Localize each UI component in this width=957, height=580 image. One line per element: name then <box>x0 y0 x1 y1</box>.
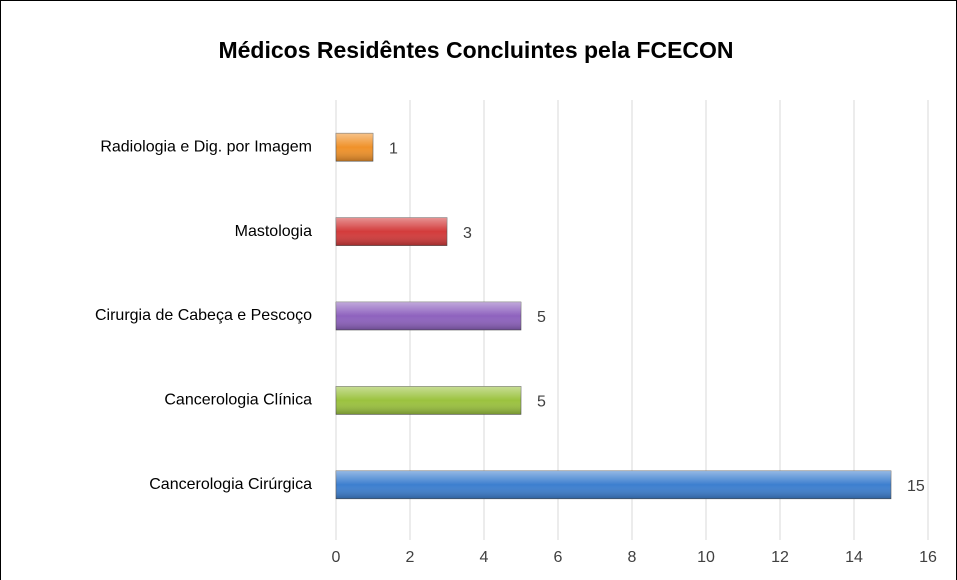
data-label: 5 <box>537 394 546 411</box>
y-tick-label: Radiologia e Dig. por Imagem <box>100 138 312 155</box>
bar-shine <box>336 133 373 162</box>
bar-shine <box>336 386 521 415</box>
x-tick-label: 4 <box>480 549 489 566</box>
x-tick-label: 2 <box>406 549 415 566</box>
y-tick-label: Mastologia <box>235 223 312 240</box>
data-label: 1 <box>389 140 398 157</box>
data-label: 15 <box>907 478 925 495</box>
y-tick-label: Cirurgia de Cabeça e Pescoço <box>95 307 312 324</box>
chart-title: Médicos Residêntes Concluintes pela FCEC… <box>218 37 733 63</box>
bar-shine <box>336 217 447 246</box>
bar-shine <box>336 470 891 499</box>
x-tick-label: 10 <box>697 549 715 566</box>
x-tick-label: 6 <box>554 549 563 566</box>
x-tick-label: 14 <box>845 549 863 566</box>
data-label: 5 <box>537 309 546 326</box>
data-label: 3 <box>463 225 472 242</box>
y-tick-label: Cancerologia Clínica <box>164 392 312 409</box>
x-tick-label: 16 <box>919 549 937 566</box>
y-tick-label: Cancerologia Cirúrgica <box>149 476 312 493</box>
bar-shine <box>336 302 521 330</box>
x-tick-label: 0 <box>332 549 341 566</box>
x-tick-label: 12 <box>771 549 789 566</box>
x-tick-label: 8 <box>628 549 637 566</box>
